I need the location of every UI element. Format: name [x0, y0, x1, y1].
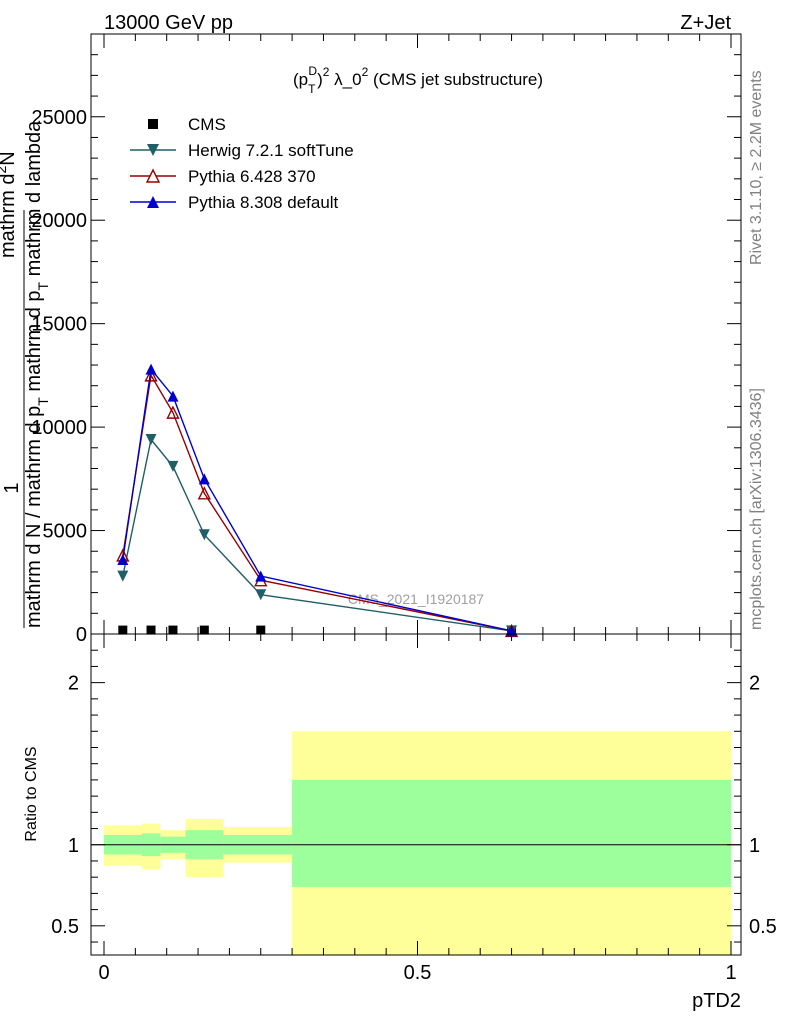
ratio-y-tick-label-right: 2 — [749, 673, 760, 695]
data-point-pythia8 — [145, 363, 157, 375]
y-tick-label: 20000 — [31, 210, 87, 232]
x-axis-label: pTD2 — [692, 990, 741, 1012]
data-point-herwig — [145, 434, 157, 446]
data-point-pythia8 — [198, 473, 210, 485]
y-tick-label: 0 — [76, 624, 87, 646]
data-point-pythia8 — [117, 554, 129, 566]
y-tick-label: 5000 — [43, 521, 88, 543]
ratio-y-tick-label: 2 — [68, 673, 79, 695]
rivet-label: Rivet 3.1.10, ≥ 2.2M events — [748, 70, 765, 265]
data-point-pythia6 — [166, 405, 180, 419]
data-point-cms — [118, 625, 128, 635]
data-point-herwig — [198, 529, 210, 541]
data-point-herwig — [117, 570, 129, 582]
data-point-pythia6 — [197, 486, 211, 500]
y-label-frac-main: mathrm d N / mathrm d pT mathrm d pT mat… — [23, 120, 51, 628]
ratio-stat-band — [292, 779, 731, 887]
data-point-pythia8 — [255, 570, 267, 582]
ratio-y-tick-label-right: 0.5 — [749, 916, 777, 938]
data-point-cms — [168, 625, 178, 635]
legend: CMS Herwig 7.2.1 softTune Pythia 6.428 370… — [130, 115, 354, 212]
data-point-pythia8 — [167, 390, 179, 402]
ratio-y-tick-label: 1 — [68, 835, 79, 857]
legend-label: CMS — [188, 115, 226, 134]
process-label: Z+Jet — [680, 12, 731, 34]
main-y-axis-label: 1 mathrm d N / mathrm d pT mathrm d pT m… — [0, 120, 51, 628]
y-tick-label: 25000 — [31, 107, 87, 129]
y-label-numerator-one: 1 — [1, 482, 23, 493]
data-point-pythia6 — [144, 368, 158, 382]
legend-marker — [148, 119, 158, 129]
y-tick-label: 15000 — [31, 314, 87, 336]
mcplots-label: mcplots.cern.ch [arXiv:1306.3436] — [748, 388, 765, 630]
ratio-frame — [90, 633, 742, 956]
series-line — [122, 367, 512, 632]
legend-label: Herwig 7.2.1 softTune — [188, 141, 354, 160]
y-tick-label: 10000 — [31, 417, 87, 439]
ratio-y-tick-label-right: 1 — [749, 835, 760, 857]
data-point-herwig — [167, 460, 179, 472]
legend-marker — [145, 168, 161, 183]
legend-label: Pythia 8.308 default — [188, 193, 339, 212]
ratio-y-axis-label: Ratio to CMS — [23, 746, 40, 841]
x-tick-label: 1 — [725, 962, 736, 984]
series-line — [122, 437, 512, 632]
ratio-y-tick-label: 0.5 — [51, 916, 79, 938]
legend-marker — [147, 144, 159, 156]
legend-label: Pythia 6.428 370 — [188, 167, 316, 186]
data-point-herwig — [255, 589, 267, 601]
energy-label: 13000 GeV pp — [104, 12, 233, 34]
data-point-cms — [199, 625, 209, 635]
x-tick-label: 0.5 — [404, 962, 432, 984]
chart-title: (pTD)2 λ_02 (CMS jet substructure) — [293, 64, 543, 96]
y-label-numerator-d2n: mathrm d2N — [0, 151, 19, 258]
data-point-cms — [146, 625, 156, 635]
x-tick-label: 0 — [98, 962, 109, 984]
legend-marker — [147, 196, 159, 208]
